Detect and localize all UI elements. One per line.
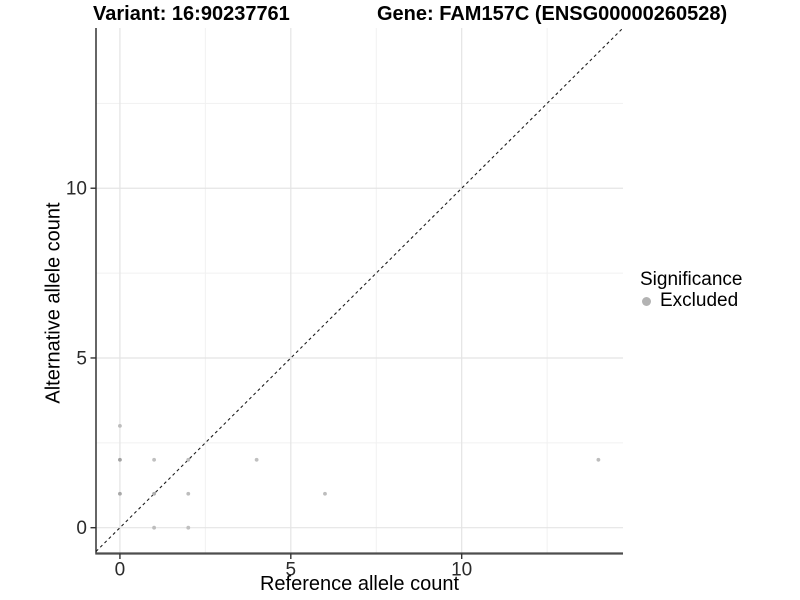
data-point — [152, 491, 156, 496]
x-tick-label: 5 — [286, 560, 297, 581]
y-axis-title: Alternative allele count — [42, 202, 65, 404]
variant-title: Variant: 16:90237761 — [93, 3, 290, 25]
legend: Significance Excluded — [640, 269, 742, 311]
x-tick-label: 10 — [451, 560, 472, 581]
data-point — [118, 423, 122, 428]
x-axis-title: Reference allele count — [259, 573, 459, 595]
data-point — [152, 525, 156, 530]
x-tick-label: 0 — [115, 560, 126, 581]
legend-item-label: Excluded — [660, 290, 739, 311]
gene-title: Gene: FAM157C (ENSG00000260528) — [377, 3, 728, 25]
data-point — [186, 525, 191, 530]
data-point — [118, 491, 122, 496]
data-point — [118, 457, 122, 462]
identity-line — [95, 27, 624, 552]
y-tick-label: 0 — [76, 518, 87, 539]
data-point — [323, 491, 327, 496]
data-point — [596, 457, 601, 462]
y-tick-label: 5 — [76, 348, 87, 369]
data-point — [152, 457, 156, 462]
legend-item-excluded: Excluded — [642, 291, 742, 311]
legend-title: Significance — [640, 269, 743, 290]
y-tick-label: 10 — [66, 179, 87, 200]
data-point — [186, 457, 191, 462]
data-point — [186, 491, 191, 496]
data-point — [254, 457, 259, 462]
excluded-point-icon — [642, 296, 651, 306]
